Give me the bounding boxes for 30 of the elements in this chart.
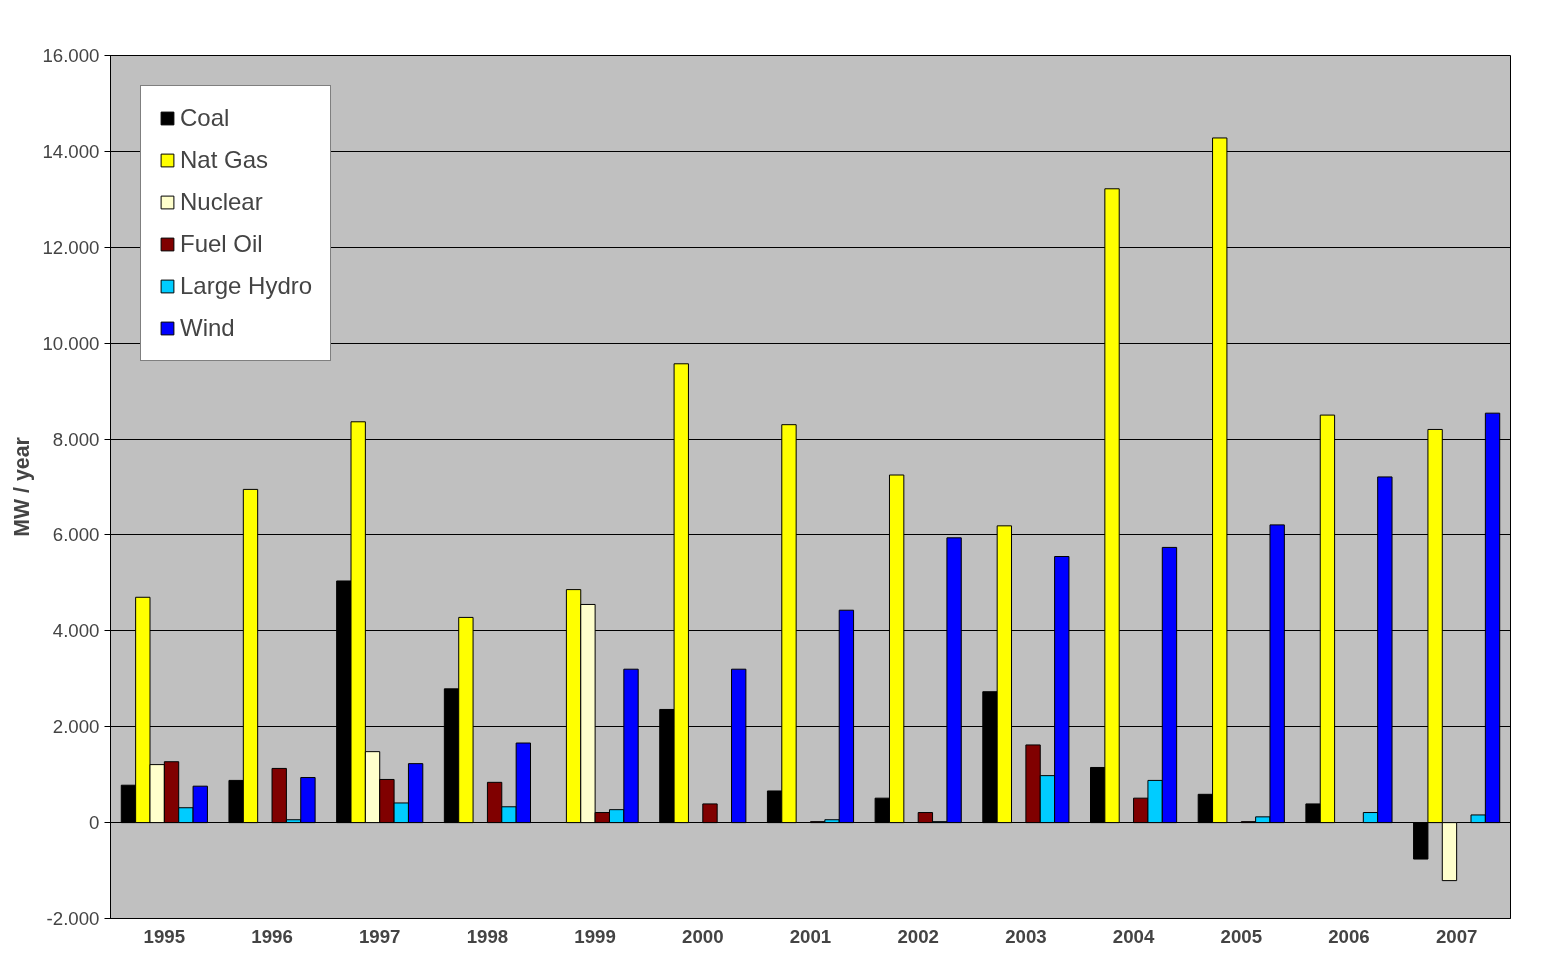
y-tick-label: 2.000 [52,716,100,738]
legend-label: Nuclear [180,188,263,216]
legend-label: Wind [180,314,235,342]
x-tick-label: 2002 [897,925,939,947]
y-tick-label: 14.000 [42,140,100,162]
x-tick-label: 2005 [1220,925,1263,947]
legend-label: Large Hydro [180,272,313,300]
y-tick-label: -2.000 [46,908,100,929]
x-tick-label: 2004 [1112,925,1155,947]
y-tick-label: 4.000 [52,620,100,642]
x-tick-label: 2001 [789,925,832,947]
y-tick-label: 6.000 [52,524,100,546]
x-tick-label: 1996 [251,925,293,947]
x-tick-label: 1997 [358,925,401,947]
y-tick-label: 0 [89,812,100,834]
x-tick-label: 2006 [1328,925,1370,947]
x-tick-label: 1998 [466,925,509,947]
x-tick-label: 1999 [574,925,616,947]
x-tick-label: 2000 [682,925,724,947]
y-tick-label: 12.000 [42,236,100,258]
x-tick-label: 2003 [1005,925,1047,947]
x-tick-label: 2007 [1435,925,1478,947]
y-tick-label: 8.000 [52,428,100,450]
x-tick-label: 1995 [143,925,186,947]
y-tick-label: 10.000 [42,332,100,354]
legend-label: Nat Gas [180,146,269,174]
legend-label: Fuel Oil [180,230,263,258]
y-axis-title: MW / year [10,437,35,537]
legend-label: Coal [180,104,230,132]
y-tick-label: 16.000 [42,45,100,66]
